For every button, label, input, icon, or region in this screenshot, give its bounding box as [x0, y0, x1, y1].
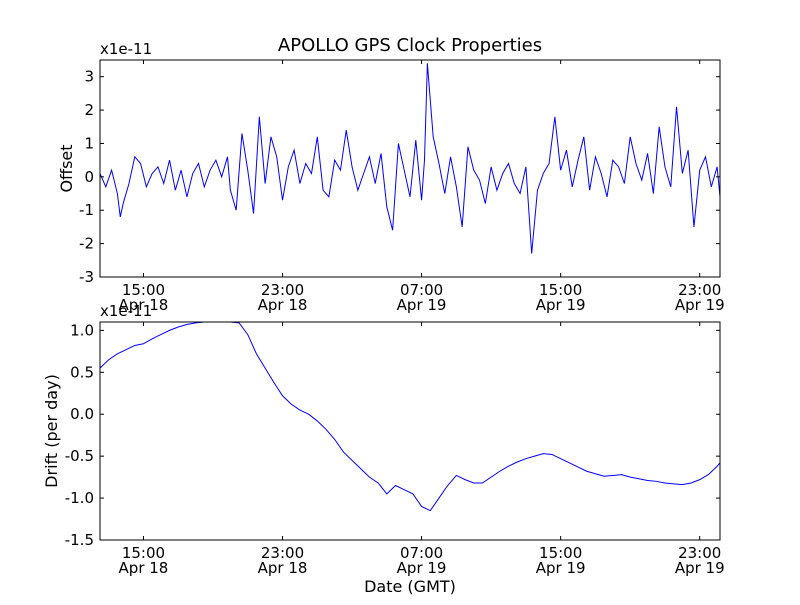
x-tick-label-date: Apr 19 [675, 559, 725, 577]
x-axis-label: Date (GMT) [364, 577, 456, 596]
x-tick-label-time: 23:00 [261, 281, 304, 299]
y-tick-label: -1.5 [65, 531, 94, 549]
x-tick-label-time: 15:00 [122, 544, 165, 562]
y-axis-label-offset: Offset [57, 144, 76, 192]
y-tick-label: -1 [79, 201, 94, 219]
x-tick-label-time: 15:00 [539, 544, 582, 562]
x-tick-label-time: 23:00 [678, 544, 721, 562]
offset-series-line [100, 63, 720, 254]
axis-offset-text: x1e-11 [100, 302, 152, 320]
x-tick-label-date: Apr 18 [119, 296, 169, 314]
x-tick-label-date: Apr 18 [119, 559, 169, 577]
y-tick-label: -0.5 [65, 447, 94, 465]
x-tick-label-date: Apr 18 [258, 559, 308, 577]
x-tick-label-time: 23:00 [261, 544, 304, 562]
y-tick-label: 0.0 [70, 405, 94, 423]
x-tick-label-date: Apr 19 [675, 296, 725, 314]
y-tick-label: 1.0 [70, 321, 94, 339]
x-tick-label-date: Apr 18 [258, 296, 308, 314]
y-tick-label: 2 [84, 101, 94, 119]
x-tick-label-time: 15:00 [539, 281, 582, 299]
plot-frame [99, 321, 721, 541]
y-tick-label: 0 [84, 168, 94, 186]
axis-offset-text: x1e-11 [100, 40, 152, 58]
chart-title: APOLLO GPS Clock Properties [278, 35, 542, 56]
x-tick-label-date: Apr 19 [397, 296, 447, 314]
x-tick-label-time: 07:00 [400, 544, 443, 562]
x-tick-label-date: Apr 19 [536, 296, 586, 314]
x-tick-label-date: Apr 19 [536, 559, 586, 577]
x-tick-label-time: 23:00 [678, 281, 721, 299]
y-tick-label: 3 [84, 68, 94, 86]
y-axis-label-drift: Drift (per day) [42, 374, 61, 488]
y-tick-label: -1.0 [65, 489, 94, 507]
x-tick-label-time: 15:00 [122, 281, 165, 299]
y-tick-label: -3 [79, 268, 94, 286]
y-tick-label: 1 [84, 134, 94, 152]
drift-series-line [100, 322, 720, 512]
y-tick-label: 0.5 [70, 363, 94, 381]
plot-frame [99, 59, 721, 278]
x-tick-label-time: 07:00 [400, 281, 443, 299]
x-tick-label-date: Apr 19 [397, 559, 447, 577]
y-tick-label: -2 [79, 235, 94, 253]
